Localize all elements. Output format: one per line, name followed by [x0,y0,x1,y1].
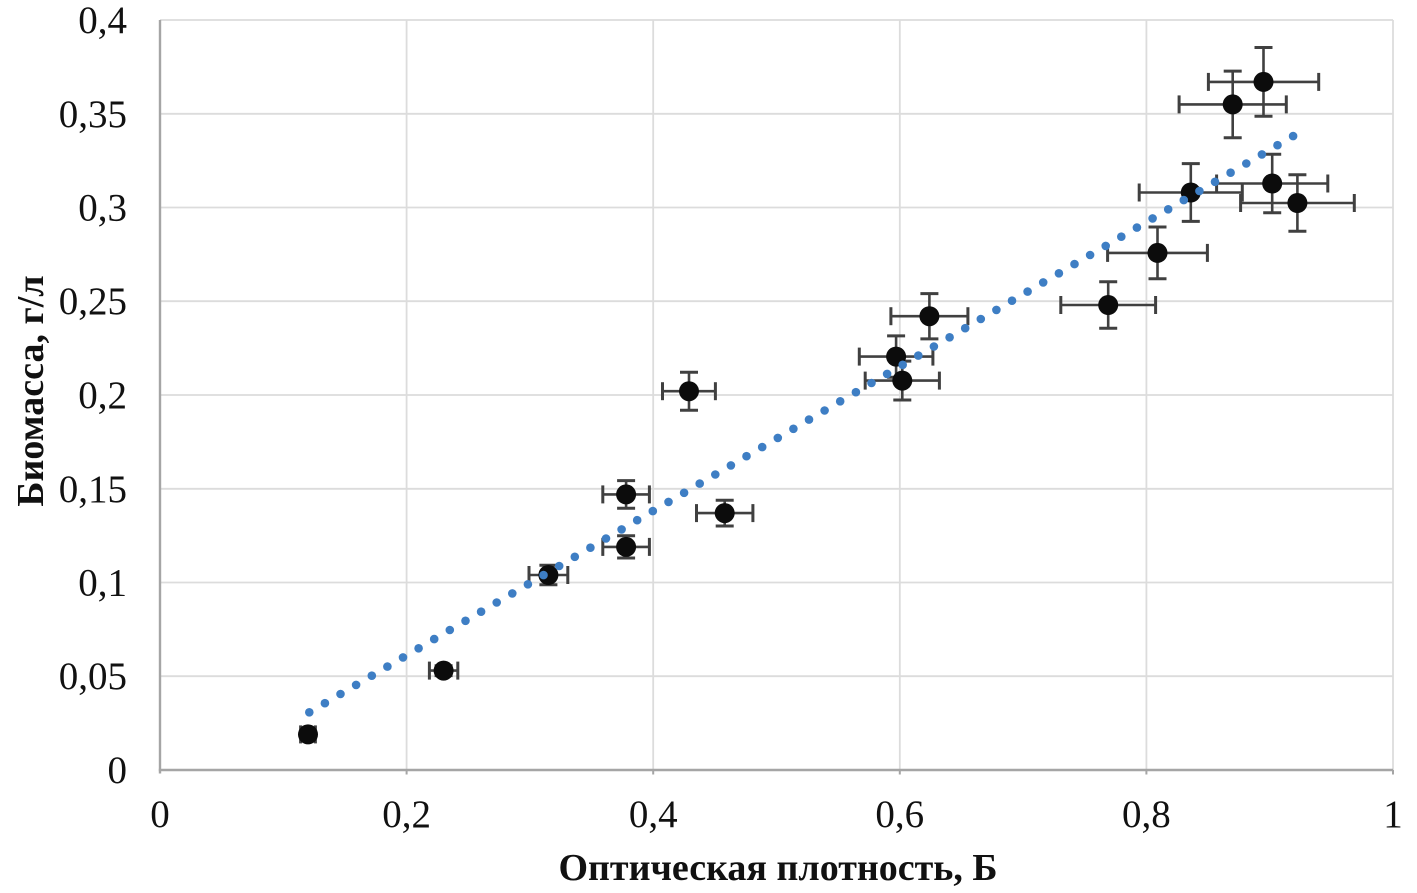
svg-text:0,4: 0,4 [78,0,127,42]
svg-text:1: 1 [1383,793,1403,836]
svg-text:0,6: 0,6 [875,793,924,836]
svg-text:0,15: 0,15 [59,468,127,511]
svg-text:Оптическая плотность, Б: Оптическая плотность, Б [558,847,997,889]
svg-text:0,05: 0,05 [59,655,127,698]
svg-text:0: 0 [108,749,128,792]
svg-text:0,35: 0,35 [59,93,127,136]
svg-text:0,4: 0,4 [629,793,678,836]
svg-text:Биомасса, г/л: Биомасса, г/л [10,275,52,506]
svg-text:0,2: 0,2 [78,374,127,417]
svg-text:0,3: 0,3 [78,187,127,230]
svg-text:0: 0 [150,793,170,836]
svg-text:0,1: 0,1 [78,562,127,605]
svg-text:0,2: 0,2 [382,793,431,836]
svg-text:0,8: 0,8 [1122,793,1171,836]
svg-text:0,25: 0,25 [59,280,127,323]
